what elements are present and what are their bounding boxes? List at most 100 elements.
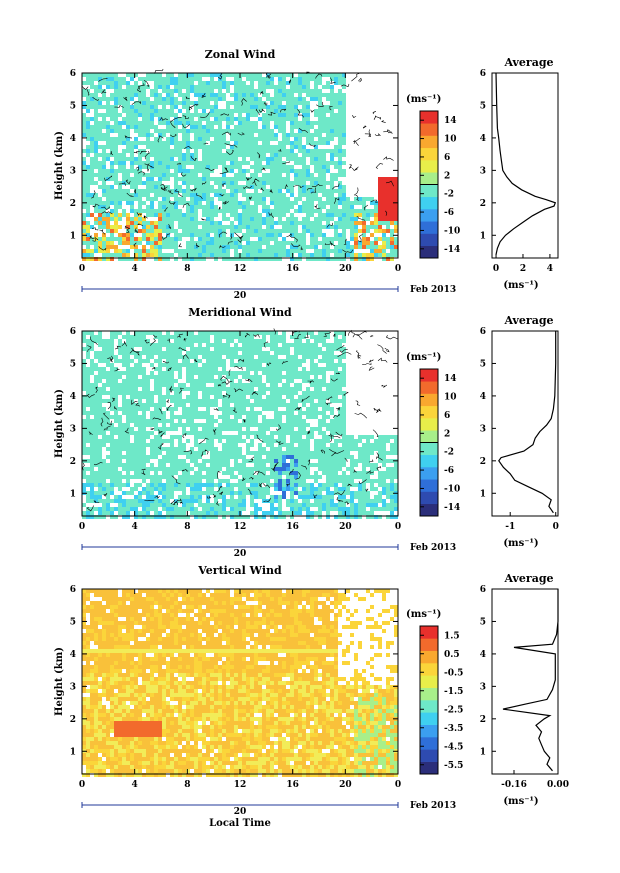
heatmap-cell bbox=[86, 467, 90, 471]
heatmap-cell bbox=[318, 367, 322, 371]
heatmap-cell bbox=[386, 459, 390, 463]
heatmap-cell bbox=[290, 133, 294, 137]
heatmap-cell bbox=[266, 129, 270, 133]
heatmap-cell bbox=[126, 249, 130, 253]
heatmap-cell bbox=[198, 431, 202, 435]
heatmap-cell bbox=[162, 109, 166, 113]
heatmap-cell bbox=[258, 169, 262, 173]
heatmap-cell bbox=[166, 427, 170, 431]
heatmap-cell bbox=[302, 233, 306, 237]
heatmap-cell bbox=[342, 463, 346, 467]
heatmap-cell bbox=[194, 355, 198, 359]
heatmap-cell bbox=[178, 109, 182, 113]
heatmap-cell bbox=[270, 181, 274, 185]
heatmap-cell bbox=[110, 399, 114, 403]
heatmap-cell bbox=[362, 233, 366, 237]
heatmap-cell bbox=[106, 173, 110, 177]
heatmap-cell bbox=[338, 339, 342, 343]
heatmap-cell bbox=[202, 165, 206, 169]
heatmap-cell bbox=[282, 149, 286, 153]
heatmap-cell bbox=[390, 237, 394, 241]
heatmap-cell bbox=[334, 355, 338, 359]
heatmap-cell bbox=[322, 367, 326, 371]
heatmap-cell bbox=[110, 455, 114, 459]
heatmap-cell bbox=[214, 331, 218, 335]
heatmap-cell bbox=[334, 431, 338, 435]
heatmap-cell bbox=[254, 257, 258, 261]
heatmap-cell bbox=[186, 455, 190, 459]
heatmap-cell bbox=[366, 447, 370, 451]
heatmap-cell bbox=[186, 249, 190, 253]
heatmap-cell bbox=[302, 249, 306, 253]
heatmap-cell bbox=[98, 407, 102, 411]
colorbar-tick-label: -6 bbox=[444, 208, 454, 218]
heatmap-cell bbox=[290, 431, 294, 435]
heatmap-cell bbox=[194, 379, 198, 383]
heatmap-cell bbox=[278, 395, 282, 399]
heatmap-cell bbox=[318, 463, 322, 467]
heatmap-cell bbox=[182, 415, 186, 419]
heatmap-cell bbox=[158, 427, 162, 431]
heatmap-cell bbox=[106, 221, 110, 225]
heatmap-cell bbox=[282, 347, 286, 351]
heatmap-cell bbox=[174, 407, 178, 411]
heatmap-cell bbox=[118, 217, 122, 221]
heatmap-cell bbox=[110, 197, 114, 201]
heatmap-cell bbox=[214, 93, 218, 97]
heatmap-cell bbox=[222, 197, 226, 201]
heatmap-cell bbox=[206, 331, 210, 335]
heatmap-cell bbox=[158, 193, 162, 197]
heatmap-cell bbox=[282, 423, 286, 427]
heatmap-cell bbox=[326, 459, 330, 463]
heatmap-cell bbox=[170, 415, 174, 419]
heatmap-cell bbox=[194, 387, 198, 391]
heatmap-cell bbox=[138, 435, 142, 439]
heatmap-cell bbox=[334, 463, 338, 467]
heatmap-cell bbox=[130, 375, 134, 379]
heatmap-cell bbox=[86, 221, 90, 225]
heatmap-cell bbox=[394, 193, 398, 197]
heatmap-cell bbox=[318, 153, 322, 157]
heatmap-cell bbox=[238, 391, 242, 395]
heatmap-cell bbox=[322, 245, 326, 249]
heatmap-cell bbox=[158, 339, 162, 343]
heatmap-cell bbox=[206, 363, 210, 367]
heatmap-cell bbox=[210, 355, 214, 359]
heatmap-cell bbox=[358, 451, 362, 455]
heatmap-cell bbox=[130, 217, 134, 221]
heatmap-cell bbox=[98, 339, 102, 343]
heatmap-cell bbox=[306, 77, 310, 81]
heatmap-cell bbox=[318, 459, 322, 463]
heatmap-cell bbox=[282, 113, 286, 117]
heatmap-cell bbox=[226, 193, 230, 197]
heatmap-cell bbox=[222, 459, 226, 463]
heatmap-cell bbox=[310, 201, 314, 205]
heatmap-cell bbox=[206, 177, 210, 181]
heatmap-cell bbox=[186, 355, 190, 359]
average-title: Average bbox=[503, 56, 553, 69]
heatmap-cell bbox=[314, 193, 318, 197]
heatmap-cell bbox=[342, 129, 346, 133]
heatmap-cell bbox=[326, 245, 330, 249]
heatmap-cell bbox=[122, 387, 126, 391]
heatmap-cell bbox=[118, 427, 122, 431]
heatmap-cell bbox=[258, 89, 262, 93]
heatmap-cell bbox=[190, 447, 194, 451]
heatmap-cell bbox=[90, 467, 94, 471]
heatmap-cell bbox=[82, 125, 86, 129]
heatmap-cell bbox=[222, 181, 226, 185]
heatmap-cell bbox=[162, 141, 166, 145]
heatmap-cell bbox=[162, 189, 166, 193]
heatmap-cell bbox=[234, 89, 238, 93]
heatmap-cell bbox=[330, 447, 334, 451]
heatmap-cell bbox=[310, 241, 314, 245]
heatmap-cell bbox=[198, 137, 202, 141]
heatmap-cell bbox=[298, 185, 302, 189]
heatmap-cell bbox=[114, 245, 118, 249]
heatmap-cell bbox=[138, 351, 142, 355]
heatmap-cell bbox=[102, 355, 106, 359]
heatmap-cell bbox=[122, 169, 126, 173]
heatmap-cell bbox=[182, 355, 186, 359]
heatmap-cell bbox=[98, 467, 102, 471]
heatmap-cell bbox=[254, 467, 258, 471]
